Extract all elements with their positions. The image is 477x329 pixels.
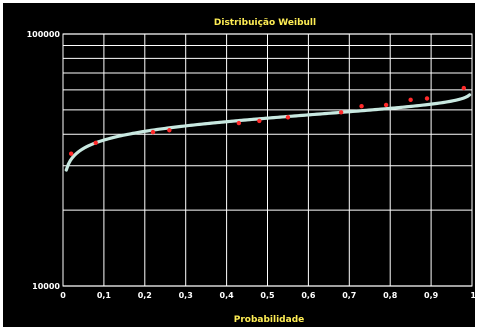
fit-curve-layer bbox=[64, 93, 472, 172]
x-tick-label: 0,8 bbox=[383, 291, 398, 300]
plot-frame bbox=[62, 33, 473, 287]
chart-title: Distribuição Weibull bbox=[214, 18, 316, 28]
x-tick-label: 0,7 bbox=[342, 291, 356, 300]
x-tick-label: 0,3 bbox=[179, 291, 193, 300]
tick-labels: 0 0,1 0,2 0,3 0,4 0,5 0,6 0,7 0,8 0,9 1 100000 10000 bbox=[27, 30, 475, 300]
data-point bbox=[257, 118, 262, 124]
data-point bbox=[338, 110, 344, 115]
data-point bbox=[236, 120, 242, 126]
data-point bbox=[285, 115, 291, 120]
x-tick-label: 0,6 bbox=[301, 291, 316, 300]
x-tick-label: 1 bbox=[470, 291, 475, 300]
y-tick-label: 100000 bbox=[27, 30, 61, 39]
x-tick-label: 0 bbox=[60, 291, 66, 300]
data-point bbox=[150, 129, 156, 135]
data-point bbox=[359, 104, 364, 109]
x-tick-label: 0,4 bbox=[220, 291, 235, 300]
data-point bbox=[424, 96, 430, 101]
weibull-chart: 0 0,1 0,2 0,3 0,4 0,5 0,6 0,7 0,8 0,9 1 100000 10000… bbox=[27, 18, 475, 325]
x-tick-label: 0,2 bbox=[138, 291, 152, 300]
data-points-layer bbox=[68, 85, 467, 156]
data-point bbox=[93, 140, 98, 146]
x-tick-label: 0,9 bbox=[424, 291, 439, 300]
x-axis-label: Probabilidade bbox=[234, 315, 305, 325]
data-point bbox=[167, 128, 172, 133]
x-tick-label: 0,1 bbox=[97, 291, 112, 300]
data-point bbox=[461, 85, 467, 91]
chart-panel: 0 0,1 0,2 0,3 0,4 0,5 0,6 0,7 0,8 0,9 1 100000 10000… bbox=[3, 3, 475, 327]
x-tick-label: 0,5 bbox=[260, 291, 275, 300]
data-point bbox=[408, 97, 413, 103]
data-point bbox=[383, 102, 389, 108]
grid bbox=[62, 33, 473, 287]
y-tick-label: 10000 bbox=[32, 282, 60, 291]
weibull-fit-curve bbox=[64, 93, 472, 172]
data-point bbox=[68, 151, 74, 156]
